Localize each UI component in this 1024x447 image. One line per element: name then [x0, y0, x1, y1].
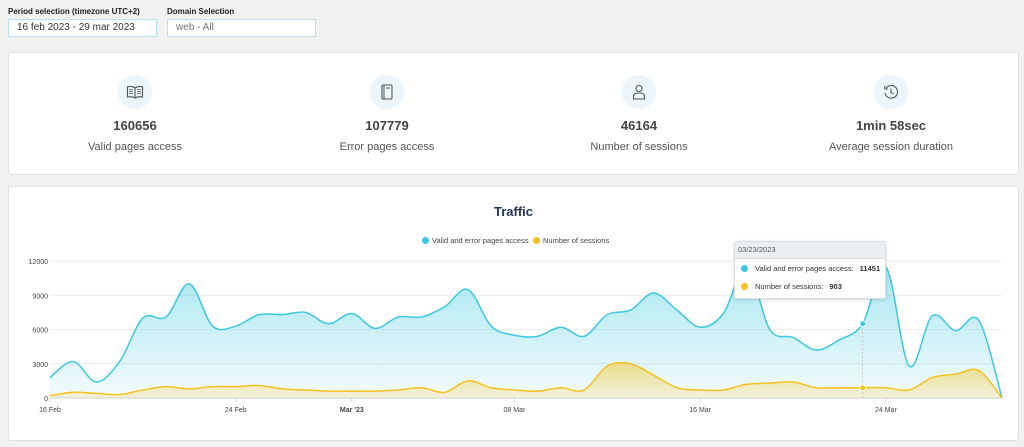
y-tick-label: 9000	[32, 293, 48, 300]
period-filter: Period selection (timezone UTC+2) 16 feb…	[8, 7, 157, 37]
chart-tooltip: 03/23/2023 Valid and error pages access:…	[734, 241, 886, 299]
tooltip-dot-pages	[741, 265, 748, 272]
legend-dot-pages	[422, 237, 429, 244]
book-closed-icon	[370, 75, 404, 109]
clock-history-icon	[874, 75, 908, 109]
stat-value: 46164	[620, 118, 658, 133]
legend-label-sessions: Number of sessions	[543, 236, 610, 245]
tooltip-pages-value: 11451	[859, 264, 881, 273]
stat-error-pages: 107779 Error pages access	[261, 53, 513, 174]
tooltip-pages-label: Valid and error pages access:	[755, 264, 854, 273]
period-filter-label: Period selection (timezone UTC+2)	[8, 7, 140, 16]
stat-label: Error pages access	[339, 141, 435, 153]
stat-valid-pages: 160656 Valid pages access	[9, 53, 261, 174]
stat-label: Average session duration	[829, 141, 953, 153]
user-icon	[622, 75, 656, 109]
stat-label: Valid pages access	[88, 141, 182, 153]
series-area-pages	[50, 266, 1002, 398]
y-tick-label: 3000	[32, 362, 48, 369]
stat-duration: 1min 58sec Average session duration	[765, 53, 1017, 174]
x-tick-label: Mar '23	[340, 407, 364, 414]
stat-sessions: 46164 Number of sessions	[513, 53, 765, 174]
x-tick-label: 08 Mar	[503, 407, 525, 414]
book-open-icon	[118, 75, 152, 109]
traffic-card: Traffic Valid and error pages access Num…	[8, 186, 1019, 441]
legend-label-pages: Valid and error pages access	[432, 236, 529, 245]
tooltip-row-sessions: Number of sessions: 903	[741, 282, 842, 291]
stat-value: 107779	[365, 118, 409, 133]
y-tick-label: 12000	[29, 259, 49, 266]
domain-filter: Domain Selection web - All	[167, 7, 316, 37]
x-tick-label: 16 Feb	[39, 407, 61, 414]
legend-item-pages[interactable]: Valid and error pages access	[422, 236, 529, 245]
stat-label: Number of sessions	[590, 141, 688, 153]
x-tick-label: 16 Mar	[689, 407, 711, 414]
hover-point-sessions[interactable]	[859, 384, 867, 392]
stats-card: 160656 Valid pages access 107779 Error p…	[8, 52, 1019, 175]
tooltip-sessions-label: Number of sessions:	[755, 282, 824, 291]
hover-point-pages[interactable]	[859, 320, 867, 328]
x-tick-label: 24 Mar	[875, 407, 897, 414]
domain-select[interactable]: web - All	[167, 19, 316, 37]
x-tick-label: 24 Feb	[225, 407, 247, 414]
period-input[interactable]: 16 feb 2023 - 29 mar 2023	[8, 19, 157, 37]
series-line-sessions[interactable]	[49, 361, 1003, 399]
series-line-pages[interactable]	[49, 265, 1003, 399]
stat-value: 160656	[113, 118, 157, 133]
traffic-chart: 0 3000 6000 9000 12000 16 Feb 24 Feb Mar '23 08 …	[29, 259, 1003, 414]
y-tick-label: 0	[44, 396, 48, 403]
legend-item-sessions[interactable]: Number of sessions	[533, 236, 609, 245]
stat-value: 1min 58sec	[855, 118, 927, 133]
series-area-sessions	[50, 362, 1002, 398]
legend-dot-sessions	[533, 237, 540, 244]
tooltip-dot-sessions	[741, 283, 748, 290]
tooltip-row-pages: Valid and error pages access: 11451	[741, 264, 880, 273]
tooltip-date: 03/23/2023	[735, 242, 885, 259]
domain-filter-label: Domain Selection	[167, 7, 235, 16]
tooltip-sessions-value: 903	[829, 282, 842, 291]
y-tick-label: 6000	[32, 328, 48, 335]
chart-title: Traffic	[493, 204, 533, 219]
